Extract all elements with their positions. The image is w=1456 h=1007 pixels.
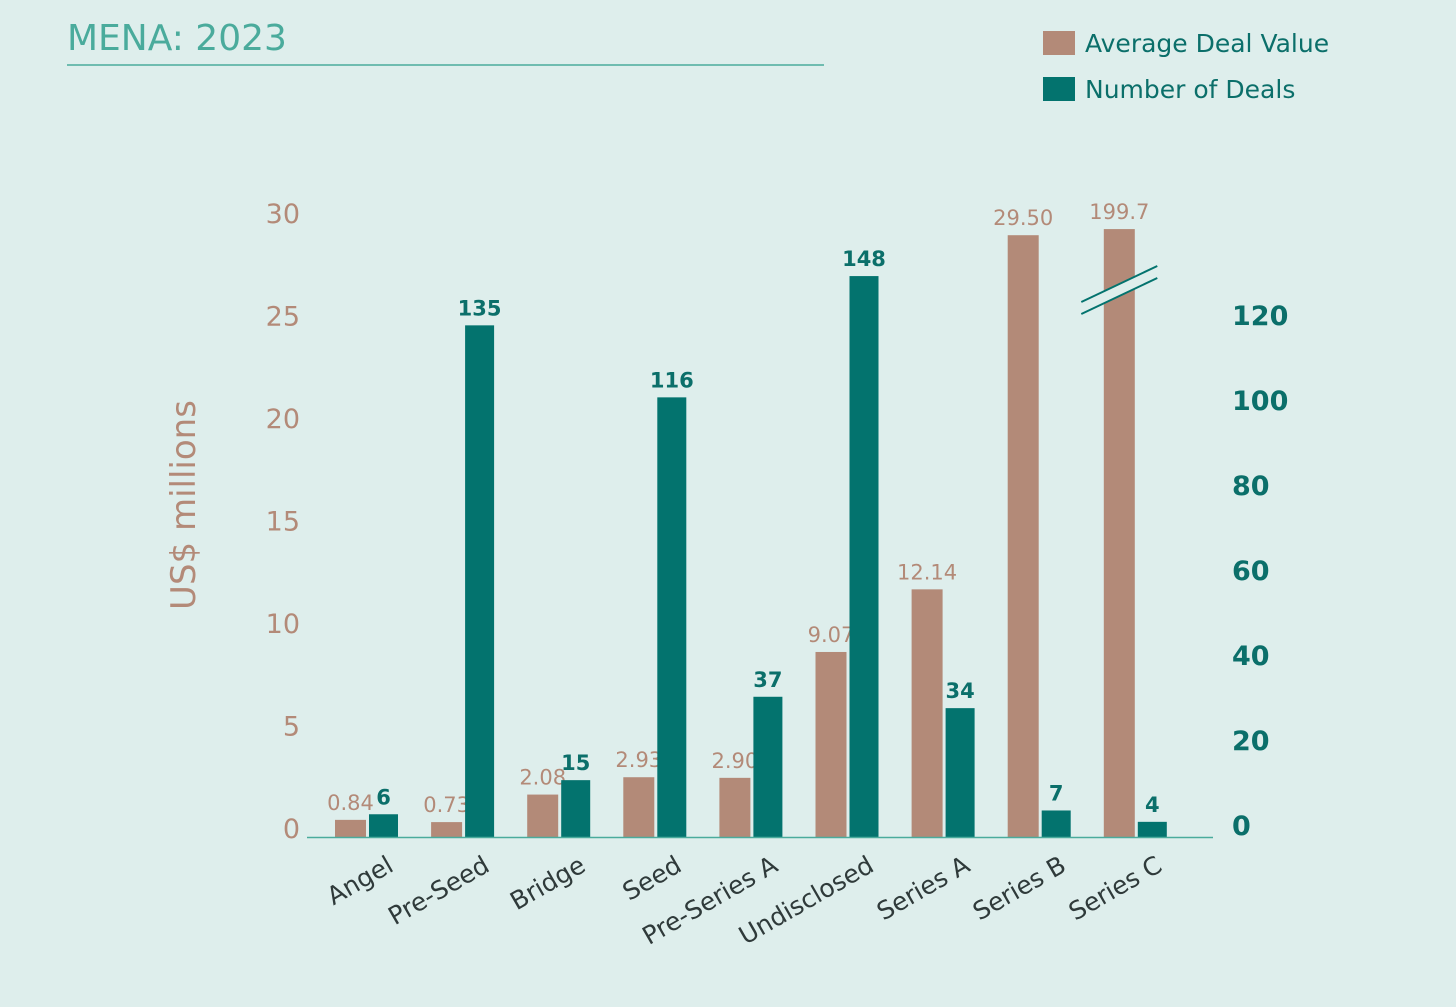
bar-avg-deal-value xyxy=(527,794,559,837)
data-label-avg: 12.14 xyxy=(897,560,957,584)
x-tick-label: Series C xyxy=(1064,850,1167,926)
data-label-deals: 34 xyxy=(945,679,974,703)
bar-avg-deal-value xyxy=(719,777,751,837)
data-label-deals: 6 xyxy=(376,785,391,809)
data-label-avg: 2.93 xyxy=(615,748,662,772)
data-label-deals: 15 xyxy=(561,751,590,775)
data-label-avg: 199.7 xyxy=(1089,200,1149,224)
bar-avg-deal-value xyxy=(335,819,366,837)
y2-tick-label: 40 xyxy=(1232,641,1270,672)
bar-avg-deal-value xyxy=(623,777,655,837)
data-label-deals: 135 xyxy=(458,296,502,320)
y-tick-label: 15 xyxy=(266,507,300,538)
axis-break-line xyxy=(1080,277,1158,315)
y2-tick-label: 0 xyxy=(1232,811,1251,842)
data-label-avg: 2.90 xyxy=(712,749,759,773)
x-tick-label: Series A xyxy=(872,850,975,926)
y2-tick-label: 20 xyxy=(1232,726,1270,757)
y2-tick-label: 60 xyxy=(1232,556,1270,587)
data-label-deals: 148 xyxy=(842,247,886,271)
bar-number-of-deals xyxy=(945,708,975,837)
legend-swatch-deals xyxy=(1043,77,1075,101)
bar-number-of-deals xyxy=(657,397,687,837)
data-label-deals: 4 xyxy=(1145,793,1160,817)
x-tick-label: Pre-Seed xyxy=(383,850,494,931)
data-label-deals: 116 xyxy=(650,368,694,392)
data-label-avg: 29.50 xyxy=(993,206,1053,230)
x-tick-label: Bridge xyxy=(505,850,590,916)
bar-number-of-deals xyxy=(1041,810,1071,837)
y2-tick-label: 100 xyxy=(1232,386,1288,417)
y2-tick-label: 80 xyxy=(1232,471,1270,502)
bar-number-of-deals xyxy=(753,696,783,837)
data-label-avg: 9.07 xyxy=(808,623,855,647)
x-tick-label: Series B xyxy=(968,850,1071,926)
data-label-deals: 37 xyxy=(753,668,782,692)
data-label-avg: 0.73 xyxy=(423,793,470,817)
legend-label-avg: Average Deal Value xyxy=(1085,29,1329,58)
y-tick-label: 30 xyxy=(266,199,300,230)
x-tick-label: Angel xyxy=(322,850,398,911)
axis-break-line xyxy=(1080,265,1158,303)
bar-number-of-deals xyxy=(561,780,591,837)
y2-tick-label: 120 xyxy=(1232,301,1288,332)
x-tick-label: Seed xyxy=(618,850,687,906)
chart-title: MENA: 2023 xyxy=(67,18,287,59)
y-tick-label: 25 xyxy=(266,302,300,333)
y-tick-label: 20 xyxy=(266,404,300,435)
bar-avg-deal-value xyxy=(1007,235,1039,837)
bar-number-of-deals xyxy=(1137,821,1167,837)
y-tick-label: 0 xyxy=(283,814,300,845)
legend-swatch-avg xyxy=(1043,31,1075,55)
data-label-avg: 2.08 xyxy=(519,766,566,790)
bar-avg-deal-value xyxy=(431,822,463,837)
bar-avg-deal-value xyxy=(1103,229,1135,837)
legend-label-deals: Number of Deals xyxy=(1085,75,1295,104)
bar-avg-deal-value xyxy=(911,589,943,837)
bar-number-of-deals xyxy=(369,814,398,837)
bar-number-of-deals xyxy=(849,276,879,838)
data-label-deals: 7 xyxy=(1049,781,1064,805)
bar-avg-deal-value xyxy=(815,651,847,837)
axis-break-gap xyxy=(1079,266,1160,314)
data-label-avg: 0.84 xyxy=(327,791,374,815)
y-tick-label: 10 xyxy=(266,609,300,640)
y-tick-label: 5 xyxy=(283,712,300,743)
bar-number-of-deals xyxy=(465,325,495,837)
y-axis-label: US$ millions xyxy=(164,400,204,610)
